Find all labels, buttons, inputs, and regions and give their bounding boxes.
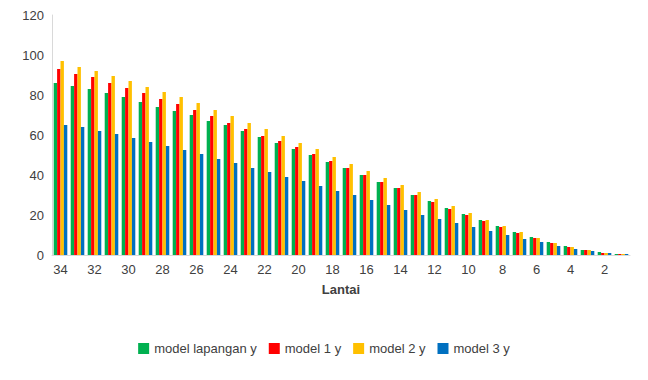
- svg-text:20: 20: [291, 262, 305, 277]
- svg-text:32: 32: [87, 262, 101, 277]
- svg-text:0: 0: [37, 248, 44, 263]
- svg-text:20: 20: [30, 208, 44, 223]
- svg-text:model lapangan y: model lapangan y: [154, 341, 257, 356]
- svg-text:Lantai: Lantai: [322, 282, 360, 297]
- svg-text:60: 60: [30, 128, 44, 143]
- svg-text:10: 10: [461, 262, 475, 277]
- svg-text:30: 30: [121, 262, 135, 277]
- svg-text:model 2 y: model 2 y: [369, 341, 426, 356]
- svg-text:2: 2: [601, 262, 608, 277]
- svg-text:80: 80: [30, 88, 44, 103]
- svg-text:14: 14: [393, 262, 407, 277]
- svg-text:8: 8: [499, 262, 506, 277]
- svg-text:model 3 y: model 3 y: [453, 341, 510, 356]
- svg-text:12: 12: [427, 262, 441, 277]
- svg-text:22: 22: [257, 262, 271, 277]
- svg-text:120: 120: [22, 8, 44, 23]
- svg-text:model 1 y: model 1 y: [285, 341, 342, 356]
- svg-text:40: 40: [30, 168, 44, 183]
- svg-text:26: 26: [189, 262, 203, 277]
- svg-text:16: 16: [359, 262, 373, 277]
- svg-text:28: 28: [155, 262, 169, 277]
- svg-text:4: 4: [567, 262, 574, 277]
- svg-text:6: 6: [533, 262, 540, 277]
- svg-text:24: 24: [223, 262, 237, 277]
- svg-text:34: 34: [53, 262, 67, 277]
- svg-text:18: 18: [325, 262, 339, 277]
- svg-text:100: 100: [22, 48, 44, 63]
